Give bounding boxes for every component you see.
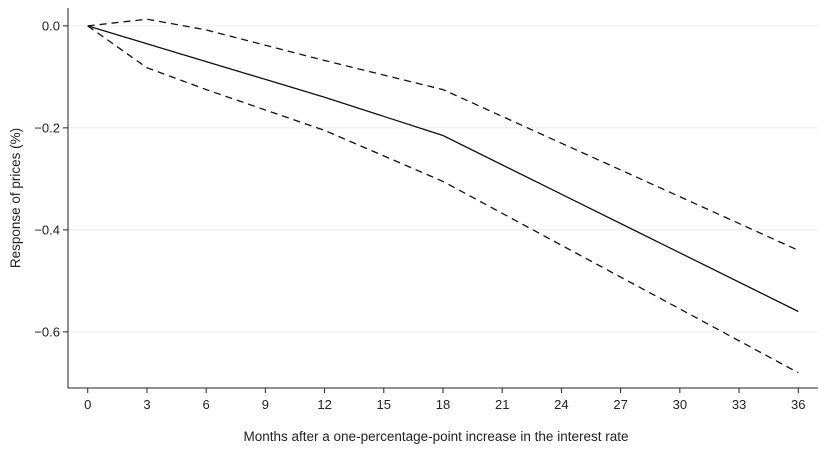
x-tick-label: 15 (377, 397, 391, 412)
axes: 0.0−0.2−0.4−0.60 3 6 9 12 15 18 21 24 27 30 33 36 (34, 8, 818, 412)
y-tick-label: 0.0 (42, 18, 60, 33)
x-tick-label: 3 (143, 397, 150, 412)
x-tick-label: 24 (554, 397, 568, 412)
grid-lines (68, 25, 818, 333)
x-axis-label: Months after a one-percentage-point incr… (244, 429, 629, 444)
x-tick-label: 6 (203, 397, 210, 412)
y-tick-label: −0.2 (34, 120, 60, 135)
series-line-band-2 (87, 25, 799, 374)
x-tick-label: 0 (84, 397, 91, 412)
x-tick-label: 18 (436, 397, 450, 412)
y-axis-label: Response of prices (%) (8, 128, 23, 268)
x-tick-label: 12 (317, 397, 331, 412)
x-tick-label: 36 (791, 397, 805, 412)
x-tick-label: 33 (732, 397, 746, 412)
series-layer (87, 18, 799, 374)
y-tick-label: −0.4 (34, 222, 60, 237)
series-line-estimate (87, 25, 799, 313)
x-tick-label: 21 (495, 397, 509, 412)
x-tick-label: 27 (613, 397, 627, 412)
x-tick-label: 30 (673, 397, 687, 412)
y-tick-label: −0.6 (34, 324, 60, 339)
series-line-band-1 (87, 18, 799, 251)
x-tick-label: 9 (262, 397, 269, 412)
